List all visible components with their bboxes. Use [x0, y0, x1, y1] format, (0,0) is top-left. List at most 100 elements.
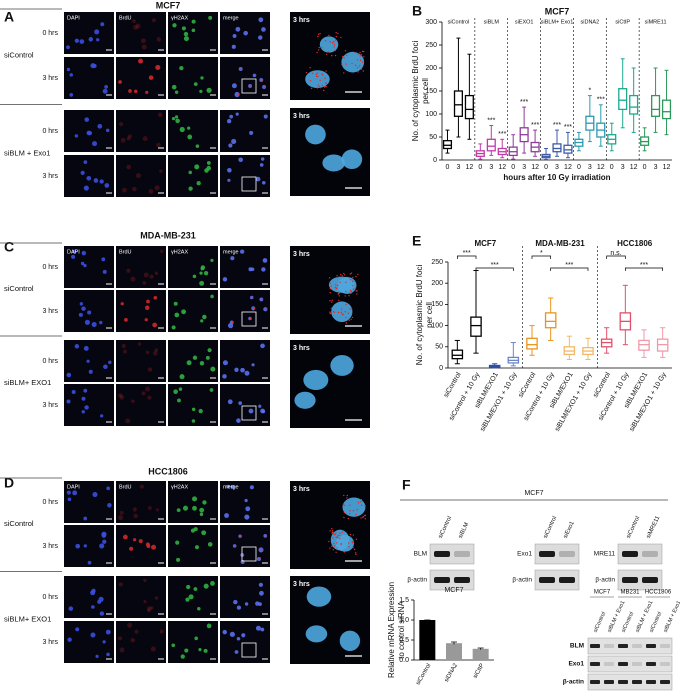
- label: D: [4, 475, 14, 491]
- y-tick-label: 0.0: [399, 657, 409, 664]
- band: [590, 680, 600, 684]
- label: 3 hrs: [293, 113, 310, 120]
- cell: [154, 185, 160, 191]
- cell: [222, 374, 227, 379]
- lane-label: siMRE11: [646, 515, 662, 540]
- foci: [330, 285, 332, 287]
- zoom-box: [241, 546, 257, 562]
- x-tick-label: siCtIP: [473, 663, 486, 680]
- cell: [263, 534, 268, 538]
- foci: [331, 301, 333, 303]
- cell: [133, 538, 137, 542]
- cell: [262, 84, 267, 90]
- row-label: Exo1: [568, 661, 584, 668]
- cell: [178, 387, 183, 391]
- cell-line-label: MCF7: [594, 590, 611, 596]
- x-tick-label: siControl: [443, 371, 463, 399]
- cell: [87, 310, 92, 315]
- y-tick-label: 50: [429, 134, 437, 141]
- cell: [208, 15, 213, 20]
- zoom-image: [290, 481, 370, 569]
- band: [454, 577, 470, 583]
- foci: [328, 277, 331, 279]
- cell: [133, 89, 138, 94]
- cell: [192, 505, 197, 511]
- y-tick-label: 100: [425, 111, 437, 118]
- cell: [194, 636, 199, 641]
- cell: [99, 611, 105, 616]
- x-tick-label: 3: [555, 164, 559, 171]
- lane-label: siControl: [543, 516, 558, 540]
- foci: [332, 532, 334, 534]
- cell: [96, 38, 100, 42]
- cell: [251, 306, 256, 311]
- foci: [265, 308, 268, 311]
- band: [622, 551, 638, 557]
- label: merge: [223, 484, 239, 490]
- cell: [191, 28, 196, 33]
- cell: [155, 64, 161, 70]
- cell: [232, 544, 237, 548]
- foci: [345, 63, 347, 65]
- label: 3 hrs: [293, 581, 310, 588]
- band: [618, 662, 628, 666]
- foci: [355, 513, 357, 516]
- cell: [191, 496, 198, 502]
- box: [651, 94, 661, 117]
- cell: [69, 73, 74, 77]
- cell: [101, 531, 107, 537]
- cell: [160, 249, 164, 253]
- cell: [248, 267, 253, 272]
- micrograph: [168, 290, 218, 332]
- micrograph: [64, 481, 114, 523]
- y-tick-label: 50: [435, 344, 443, 351]
- lane-label: siBLM: [458, 522, 470, 540]
- foci: [250, 85, 252, 87]
- cell: [120, 137, 126, 143]
- cell: [66, 372, 72, 378]
- cell: [87, 560, 92, 565]
- bar: [419, 620, 436, 660]
- cell: [105, 128, 110, 133]
- foci: [335, 32, 337, 34]
- nucleus: [305, 625, 328, 643]
- foci: [346, 54, 348, 57]
- cell: [141, 44, 147, 50]
- foci: [339, 535, 341, 537]
- label: γH2AX: [171, 249, 188, 255]
- foci: [329, 288, 332, 290]
- cell: [132, 19, 136, 24]
- cell: [81, 396, 86, 401]
- x-tick-label: 3: [588, 164, 592, 171]
- label: 3 hrs: [42, 402, 58, 409]
- foci: [310, 87, 313, 90]
- micrograph: [116, 246, 166, 288]
- cell: [175, 118, 180, 124]
- cell: [80, 261, 85, 266]
- cell: [174, 312, 180, 318]
- zoom-image: [290, 340, 370, 428]
- label: E: [412, 233, 421, 249]
- y-tick-label: 300: [425, 19, 437, 26]
- cell: [198, 408, 203, 414]
- cell: [263, 114, 268, 119]
- foci: [261, 549, 263, 551]
- foci: [328, 540, 330, 543]
- cell: [190, 528, 196, 533]
- nucleus: [294, 391, 316, 409]
- x-tick-label: 12: [663, 164, 671, 171]
- cell: [124, 317, 128, 322]
- cell: [259, 297, 264, 302]
- cell: [234, 91, 240, 98]
- cell: [171, 325, 176, 330]
- significance: ***: [531, 122, 539, 129]
- cell: [199, 512, 204, 517]
- foci: [333, 46, 335, 48]
- nucleus: [335, 534, 354, 552]
- foci: [333, 44, 336, 46]
- cell: [97, 123, 103, 129]
- cell: [252, 73, 257, 78]
- label: 0 hrs: [42, 499, 58, 506]
- foci: [333, 41, 335, 43]
- cell: [133, 513, 138, 519]
